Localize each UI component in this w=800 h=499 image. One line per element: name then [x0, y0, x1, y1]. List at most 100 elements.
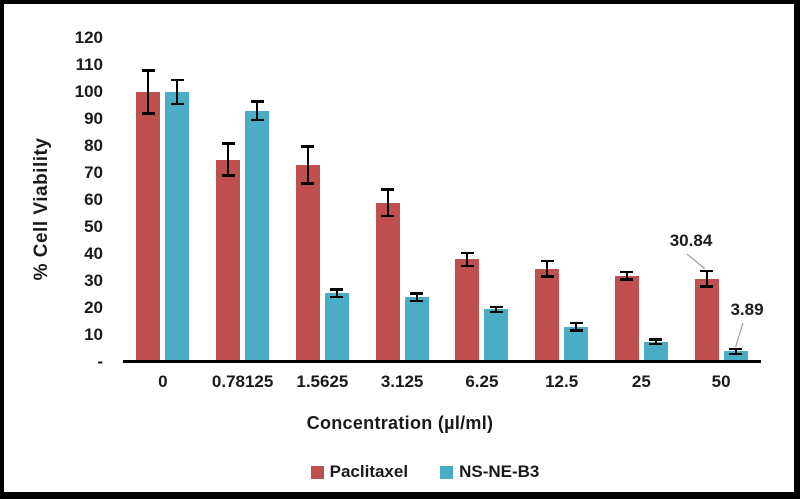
error-bar-cap-bottom — [221, 174, 235, 177]
error-bar-cap-bottom — [301, 182, 315, 185]
error-bar-cap-top — [540, 259, 554, 263]
error-bar-cap-top — [700, 269, 714, 273]
error-bar-cap-bottom — [381, 214, 395, 218]
error-bar-line — [256, 101, 259, 121]
error-bar-line — [705, 270, 708, 287]
y-tick-label-20: 20 — [84, 298, 103, 317]
y-tick-label-10: 10 — [84, 325, 103, 344]
x-tick-label-0: 0 — [158, 372, 168, 391]
y-tick-label-70: 70 — [84, 163, 103, 182]
bar-ns-ne-b3-50 — [723, 351, 748, 361]
error-bar-line — [625, 271, 628, 280]
error-bar-cap-top — [729, 347, 743, 351]
error-bar-cap-top — [301, 145, 315, 148]
bar-ns-ne-b3-1.5625 — [324, 293, 349, 361]
error-bar-cap-top — [489, 305, 503, 309]
y-tick-label-0: - — [97, 352, 103, 371]
error-bar-cap-bottom — [250, 118, 264, 122]
error-bar-cap-top — [141, 69, 155, 72]
legend-item-paclitaxel: Paclitaxel — [310, 462, 409, 482]
bar-paclitaxel-25 — [614, 275, 639, 361]
error-bar-cap-top — [250, 100, 264, 103]
error-bar-cap-top — [170, 78, 184, 82]
bar-ns-ne-b3-25 — [643, 341, 668, 361]
error-bar-line — [147, 70, 150, 114]
x-tick-label-25: 25 — [631, 372, 651, 391]
x-tick-label-1.5625: 1.5625 — [296, 372, 349, 391]
error-bar-line — [335, 289, 338, 298]
error-bar-cap-top — [330, 288, 344, 291]
x-tick-label-50: 50 — [711, 372, 731, 391]
error-bar-cap-top — [620, 270, 634, 274]
bar-paclitaxel-1.5625 — [295, 164, 320, 361]
error-bar-line — [495, 306, 498, 313]
bar-ns-ne-b3-0 — [165, 92, 190, 361]
error-bar-cap-top — [410, 292, 424, 295]
legend-label-nsneb3: NS-NE-B3 — [459, 462, 540, 481]
error-bar-cap-bottom — [729, 352, 743, 356]
error-bar-line — [386, 189, 389, 217]
error-bar-cap-top — [221, 142, 235, 145]
error-bar-line — [654, 339, 657, 345]
error-bar-cap-bottom — [649, 342, 663, 346]
bar-ns-ne-b3-6.25 — [484, 309, 509, 361]
y-tick-label-40: 40 — [84, 244, 103, 263]
bar-paclitaxel-3.125 — [375, 202, 400, 361]
legend-label-paclitaxel: Paclitaxel — [329, 462, 409, 481]
error-bar-cap-bottom — [489, 310, 503, 314]
error-bar-line — [176, 79, 179, 105]
x-axis-line — [123, 360, 761, 363]
legend: Paclitaxel NS-NE-B3 — [50, 462, 800, 482]
error-bar-line — [415, 293, 418, 302]
leader-line-3.89 — [735, 322, 744, 347]
error-bar-cap-bottom — [569, 329, 583, 332]
x-tick-label-6.25: 6.25 — [465, 372, 499, 391]
legend-swatch-nsneb3-icon — [440, 465, 454, 479]
error-bar-line — [306, 146, 309, 184]
x-axis-title: Concentration (µl/ml) — [306, 413, 494, 433]
error-bar-cap-bottom — [141, 112, 155, 115]
annotation-nsneb3-50: 3.89 — [730, 300, 764, 319]
bar-paclitaxel-12.5 — [535, 268, 560, 361]
y-tick-label-80: 80 — [84, 136, 103, 155]
bar-ns-ne-b3-0.78125 — [245, 110, 270, 361]
error-bar-cap-top — [460, 251, 474, 255]
legend-item-nsneb3: NS-NE-B3 — [440, 462, 539, 482]
bar-paclitaxel-50 — [694, 278, 719, 361]
error-bar-cap-bottom — [170, 102, 184, 106]
error-bar-cap-bottom — [540, 275, 554, 278]
bar-paclitaxel-0 — [136, 92, 161, 361]
error-bar-line — [227, 143, 230, 176]
y-tick-label-100: 100 — [74, 82, 103, 101]
error-bar-line — [575, 322, 578, 331]
error-bar-line — [734, 348, 737, 355]
leader-line-30.84 — [686, 253, 706, 270]
error-bar-cap-bottom — [410, 299, 424, 303]
annotation-paclitaxel-50: 30.84 — [669, 231, 713, 250]
error-bar-cap-bottom — [460, 264, 474, 268]
error-bar-cap-bottom — [700, 285, 714, 288]
error-bar-cap-top — [381, 188, 395, 191]
y-tick-label-110: 110 — [75, 55, 103, 74]
y-tick-label-30: 30 — [84, 271, 103, 290]
y-tick-label-120: 120 — [74, 28, 103, 47]
bar-paclitaxel-6.25 — [455, 259, 480, 361]
x-tick-label-0.78125: 0.78125 — [211, 372, 274, 391]
bar-ns-ne-b3-12.5 — [564, 326, 589, 361]
y-tick-label-90: 90 — [84, 109, 103, 128]
y-tick-label-50: 50 — [84, 217, 103, 236]
bar-ns-ne-b3-3.125 — [404, 297, 429, 361]
x-tick-label-3.125: 3.125 — [380, 372, 424, 391]
legend-swatch-paclitaxel-icon — [310, 465, 324, 479]
error-bar-line — [546, 260, 549, 277]
y-tick-label-60: 60 — [84, 190, 103, 209]
error-bar-cap-bottom — [620, 278, 634, 281]
error-bar-cap-top — [649, 338, 663, 341]
bar-paclitaxel-0.78125 — [216, 159, 241, 361]
x-tick-label-12.5: 12.5 — [545, 372, 579, 391]
error-bar-cap-top — [569, 321, 583, 325]
error-bar-cap-bottom — [330, 295, 344, 299]
error-bar-line — [466, 252, 469, 267]
